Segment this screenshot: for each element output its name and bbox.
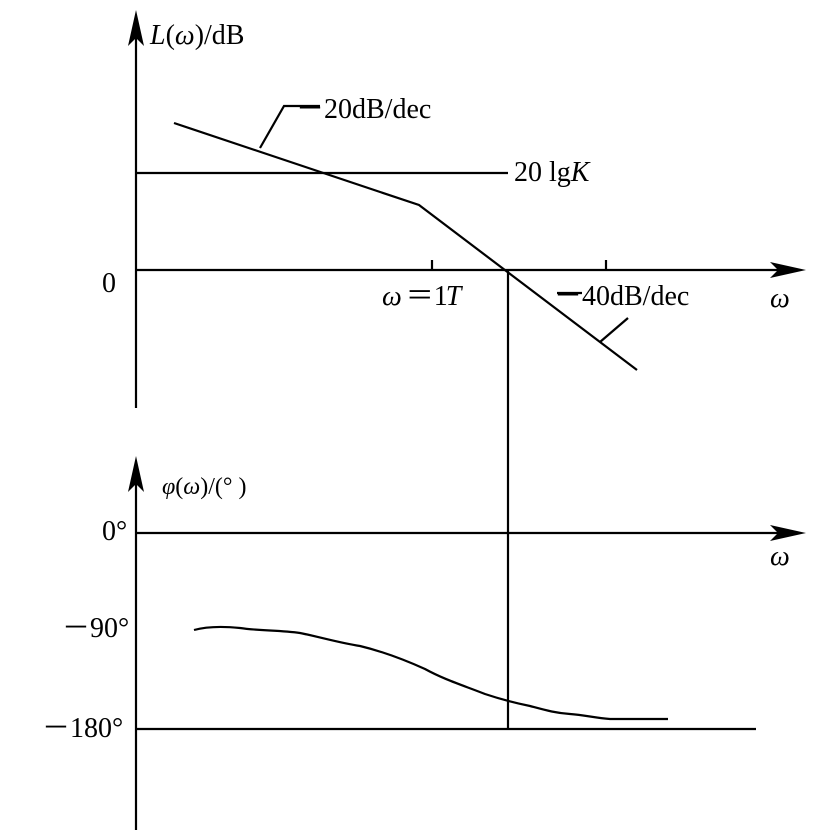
phase-tick-minus-180: －180°	[42, 713, 123, 744]
corner-frequency-label: ω ＝1T	[382, 281, 464, 312]
magnitude-x-axis-label: ω	[770, 283, 790, 314]
phase-x-axis-label: ω	[770, 541, 790, 572]
phase-tick-minus-90: －90°	[62, 613, 129, 644]
phase-x-axis-arrowhead	[770, 525, 806, 541]
slope-high-leader	[599, 317, 629, 343]
slope-high-label: －40dB/dec	[554, 281, 689, 312]
phase-tick-0: 0°	[102, 516, 127, 547]
phase-y-axis-label: φ(ω)/(° )	[162, 474, 246, 500]
magnitude-x-axis-arrowhead	[770, 262, 806, 278]
magnitude-asymptote	[173, 121, 638, 371]
phase-y-axis-arrowhead	[128, 456, 144, 492]
gain-level-label: 20 lgK	[514, 157, 591, 188]
slope-low-leader	[259, 104, 320, 149]
magnitude-y-axis-label: L(ω)/dB	[149, 20, 244, 51]
phase-curve	[193, 625, 668, 721]
magnitude-plot: L(ω)/dB 0 －20dB/dec 20 lgK ω ＝1T －40dB/de…	[102, 10, 806, 408]
magnitude-zero-label: 0	[102, 268, 116, 299]
phase-plot: φ(ω)/(° ) 0° －90° －180° ω	[42, 456, 806, 830]
magnitude-y-axis-arrowhead	[128, 10, 144, 46]
slope-low-label: －20dB/dec	[296, 94, 431, 125]
